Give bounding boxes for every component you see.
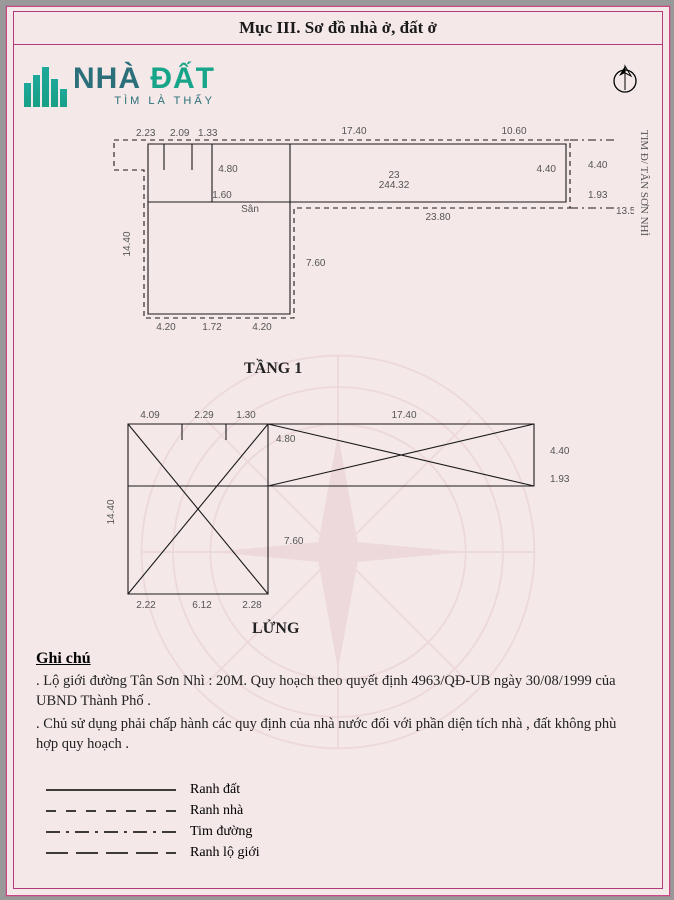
dim: 17.40	[341, 126, 366, 137]
dim: 13.55	[616, 206, 634, 217]
dim: 1.93	[588, 190, 608, 201]
logo-word-2: ĐẤT	[141, 62, 215, 95]
legend-item: Tim đường	[46, 824, 260, 840]
dim: 4.20	[252, 322, 272, 333]
dim: 2.29	[194, 410, 214, 421]
line-longdash-icon	[46, 845, 176, 861]
mezzanine-plan: 4.09 2.29 1.30 17.40 4.40 1.93 14.40 7.6…	[94, 394, 594, 624]
header-title: Mục III. Sơ đồ nhà ở, đất ở	[239, 18, 437, 37]
legend: Ranh đất Ranh nhà Tim đường Ranh lộ giới	[46, 777, 260, 866]
logo-tagline: TÌM LÀ THẤY	[73, 96, 215, 107]
floor-1-label: TẦNG 1	[244, 360, 302, 378]
dim: Sân	[241, 204, 259, 215]
legend-item: Ranh lộ giới	[46, 845, 260, 861]
legend-label: Tim đường	[190, 824, 252, 840]
street-centerline-label: TIM Đ/ TÂN SƠN NHÌ	[638, 130, 650, 236]
dim: 4.40	[550, 446, 570, 457]
page: Mục III. Sơ đồ nhà ở, đất ở NHÀ ĐẤT TÌM …	[6, 6, 670, 896]
dim: 4.40	[588, 160, 608, 171]
dim: 23.80	[425, 212, 450, 223]
line-dash-icon	[46, 803, 176, 819]
dim: 1.30	[236, 410, 256, 421]
notes-line-1: . Lộ giới đường Tân Sơn Nhì : 20M. Quy h…	[36, 672, 634, 711]
logo-word-1: NHÀ	[73, 62, 141, 95]
dim: 10.60	[501, 126, 526, 137]
legend-label: Ranh đất	[190, 782, 240, 798]
logo-text: NHÀ ĐẤT TÌM LÀ THẤY	[73, 64, 215, 107]
dim: 2.23	[136, 128, 156, 139]
dim: 7.60	[284, 536, 304, 547]
logo-bars-icon	[24, 67, 69, 107]
dim: 7.60	[306, 258, 326, 269]
site-logo: NHÀ ĐẤT TÌM LÀ THẤY	[24, 64, 215, 107]
dim: 4.80	[218, 164, 238, 175]
dim: 1.72	[202, 322, 222, 333]
dim: 4.09	[140, 410, 160, 421]
notes-section: Ghi chú . Lộ giới đường Tân Sơn Nhì : 20…	[36, 650, 634, 758]
dim: 4.20	[156, 322, 176, 333]
dim: 2.22	[136, 600, 156, 611]
dim: 2.28	[242, 600, 262, 611]
line-solid-icon	[46, 782, 176, 798]
notes-line-2: . Chủ sử dụng phải chấp hành các quy địn…	[36, 715, 634, 754]
dim: 4.80	[276, 434, 296, 445]
line-dashdot-icon	[46, 824, 176, 840]
page-inner-border: Mục III. Sơ đồ nhà ở, đất ở NHÀ ĐẤT TÌM …	[13, 11, 663, 889]
dim: 1.60	[212, 190, 232, 201]
floor-1-plan: 17.40 10.60 4.40 1.93 13.55 23.80 7.60 4…	[94, 72, 634, 352]
legend-label: Ranh lộ giới	[190, 845, 260, 861]
mezzanine-label: LỬNG	[252, 620, 299, 638]
dim: 4.40	[537, 164, 557, 175]
dim: 6.12	[192, 600, 212, 611]
legend-item: Ranh đất	[46, 782, 260, 798]
section-header: Mục III. Sơ đồ nhà ở, đất ở	[14, 12, 662, 45]
dim: 17.40	[391, 410, 416, 421]
dim: 14.40	[122, 231, 133, 256]
legend-label: Ranh nhà	[190, 803, 243, 819]
dim: 1.93	[550, 474, 570, 485]
dim: 1.33	[198, 128, 218, 139]
legend-item: Ranh nhà	[46, 803, 260, 819]
dim: 2.09	[170, 128, 190, 139]
dim: 244.32	[379, 180, 410, 191]
dim: 14.40	[106, 499, 117, 524]
notes-heading: Ghi chú	[36, 650, 634, 668]
